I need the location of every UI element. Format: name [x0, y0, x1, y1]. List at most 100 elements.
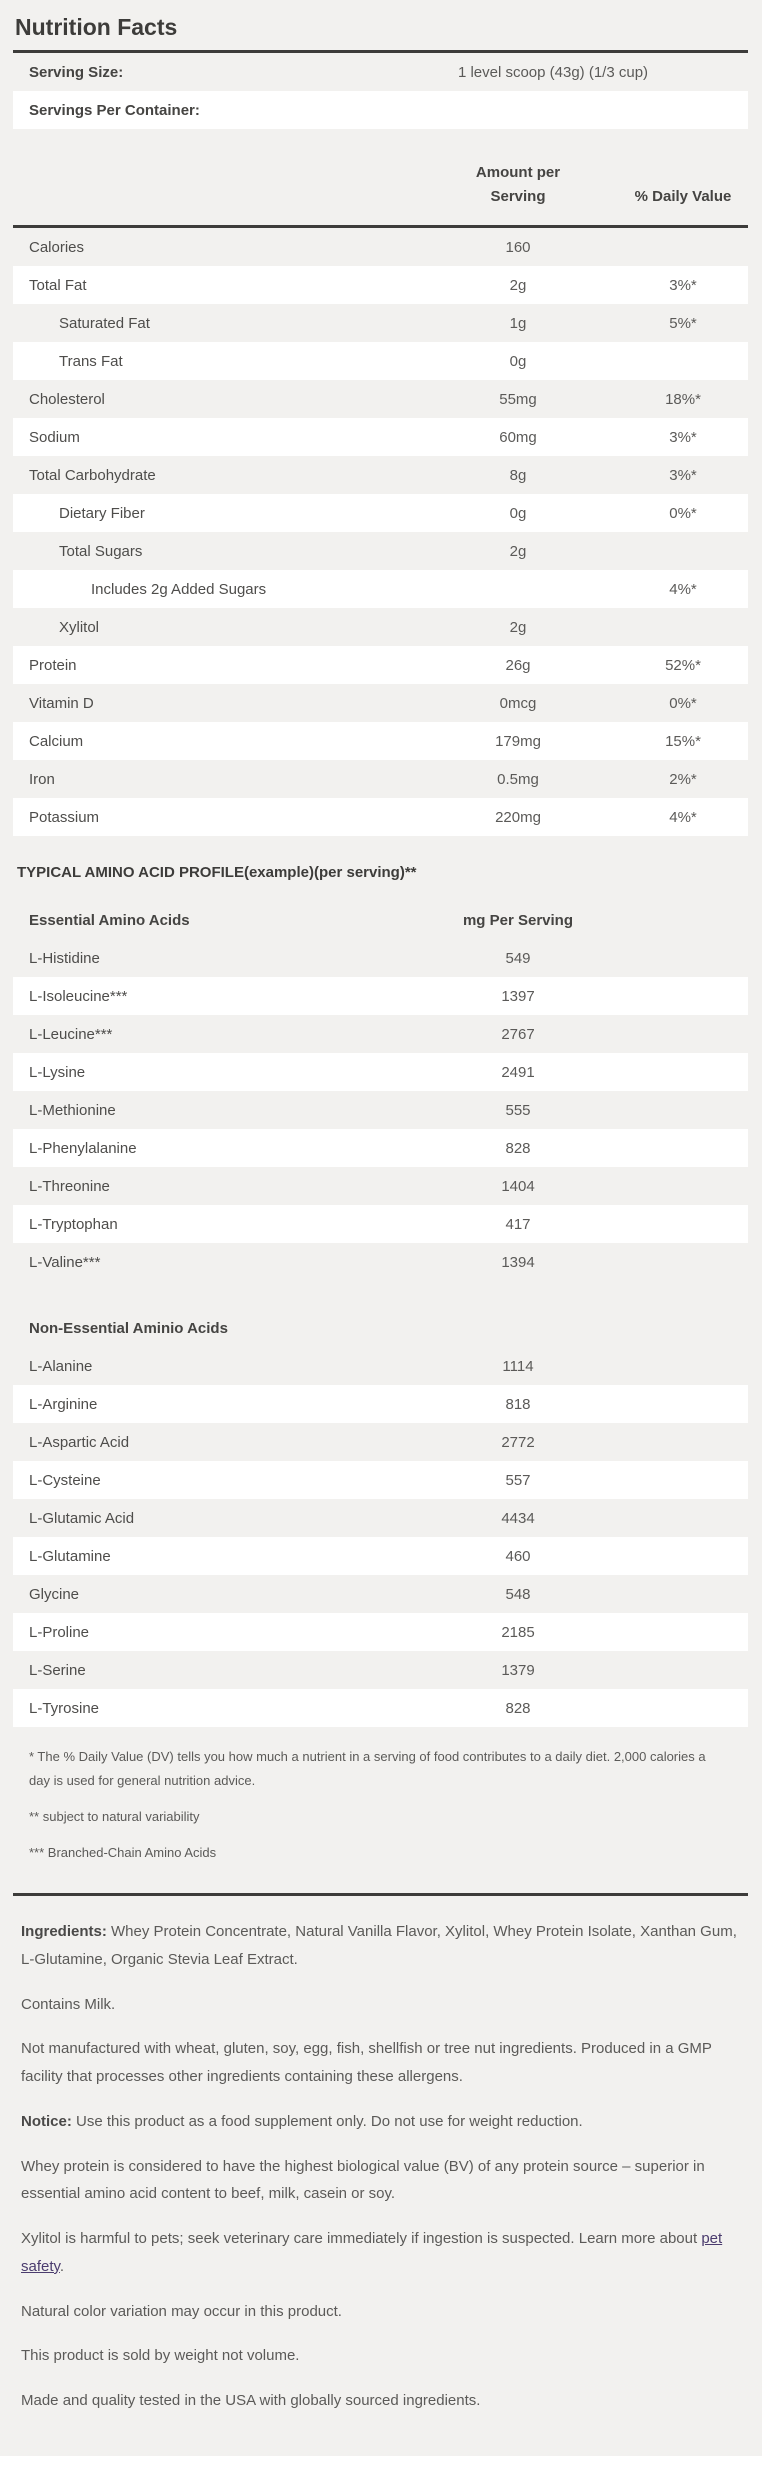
amino-value: 417	[505, 1215, 531, 1233]
nutrient-label: Total Carbohydrate	[29, 466, 156, 484]
nutrient-amount: 0g	[509, 504, 527, 522]
amino-label: L-Histidine	[29, 949, 100, 967]
amino-value: 2767	[501, 1025, 535, 1043]
nutrient-amount: 8g	[509, 466, 527, 484]
daily-value-footnote: * The % Daily Value (DV) tells you how m…	[29, 1749, 706, 1789]
table-row-l-glutamine: L-Glutamine 460	[13, 1537, 748, 1575]
amino-label: L-Glutamic Acid	[29, 1509, 135, 1527]
amino-label: L-Alanine	[29, 1357, 93, 1375]
amino-value: 548	[505, 1585, 531, 1603]
servings-per-container-label: Servings Per Container:	[29, 101, 200, 119]
amino-label: L-Lysine	[29, 1063, 86, 1081]
color-variation-text: Natural color variation may occur in thi…	[21, 2302, 342, 2320]
nutrient-daily-value: 52%*	[665, 656, 701, 674]
amino-label: L-Leucine***	[29, 1025, 113, 1043]
non-essential-header-label: Non-Essential Aminio Acids	[29, 1319, 228, 1337]
table-row-potassium: Potassium 220mg 4%*	[13, 798, 748, 836]
table-row-calcium: Calcium 179mg 15%*	[13, 722, 748, 760]
table-row-l-arginine: L-Arginine 818	[13, 1385, 748, 1423]
table-row-l-lysine: L-Lysine 2491	[13, 1053, 748, 1091]
nutrient-label: Calories	[29, 238, 85, 256]
nutrient-amount: 2g	[509, 542, 527, 560]
facts-column-headers: Amount per Serving % Daily Value	[13, 161, 748, 217]
nutrient-amount: 2g	[509, 276, 527, 294]
amino-value: 2772	[501, 1433, 535, 1451]
amino-label: L-Tryptophan	[29, 1215, 118, 1233]
table-row-saturated-fat: Saturated Fat 1g 5%*	[13, 304, 748, 342]
nutrient-label: Protein	[29, 656, 77, 674]
amino-label: L-Methionine	[29, 1101, 116, 1119]
amino-label: L-Cysteine	[29, 1471, 101, 1489]
nutrient-label: Total Fat	[29, 276, 87, 294]
nutrient-label: Includes 2g Added Sugars	[91, 580, 267, 598]
nutrient-label: Trans Fat	[59, 352, 123, 370]
nutrient-amount: 160	[505, 238, 531, 256]
nutrient-amount: 26g	[505, 656, 531, 674]
table-row-l-leucine: L-Leucine*** 2767	[13, 1015, 748, 1053]
divider-thick-top	[13, 50, 748, 53]
table-row-glycine: Glycine 548	[13, 1575, 748, 1613]
amino-value: 549	[505, 949, 531, 967]
table-row-xylitol: Xylitol 2g	[13, 608, 748, 646]
table-row-total-sugars: Total Sugars 2g	[13, 532, 748, 570]
nutrient-label: Vitamin D	[29, 694, 94, 712]
divider-thick-bottom	[13, 1893, 748, 1897]
ingredients-paragraph: Ingredients: Whey Protein Concentrate, N…	[21, 1918, 743, 1974]
serving-size-label: Serving Size:	[29, 63, 124, 81]
mg-per-serving-header: mg Per Serving	[462, 911, 574, 929]
essential-header-label: Essential Amino Acids	[29, 911, 190, 929]
amino-value: 557	[505, 1471, 531, 1489]
table-row-dietary-fiber: Dietary Fiber 0g 0%*	[13, 494, 748, 532]
ingredients-text: Whey Protein Concentrate, Natural Vanill…	[21, 1923, 737, 1968]
amino-label: L-Proline	[29, 1623, 90, 1641]
supplemental-info-block: Ingredients: Whey Protein Concentrate, N…	[13, 1896, 748, 2446]
daily-value-header: % Daily Value	[634, 188, 732, 205]
amino-label: L-Aspartic Acid	[29, 1433, 130, 1451]
nutrient-amount: 0.5mg	[497, 770, 539, 788]
amino-label: L-Isoleucine***	[29, 987, 128, 1005]
ingredients-label: Ingredients:	[21, 1923, 107, 1941]
nutrient-daily-value: 0%*	[669, 504, 697, 522]
pet-safety-link[interactable]: pet safety	[21, 2230, 723, 2275]
table-row-total-carbohydrate: Total Carbohydrate 8g 3%*	[13, 456, 748, 494]
nutrient-label: Potassium	[29, 808, 100, 826]
allergen-statement: Not manufactured with wheat, gluten, soy…	[21, 2040, 712, 2086]
table-row-trans-fat: Trans Fat 0g	[13, 342, 748, 380]
amino-value: 1404	[501, 1177, 535, 1195]
amino-value: 828	[505, 1699, 531, 1717]
amino-value: 460	[505, 1547, 531, 1565]
nutrient-amount: 179mg	[495, 732, 541, 750]
table-row-calories: Calories 160	[13, 228, 748, 266]
table-row-added-sugars: Includes 2g Added Sugars 4%*	[13, 570, 748, 608]
notice-text: Use this product as a food supplement on…	[71, 2112, 583, 2130]
variability-footnote: ** subject to natural variability	[29, 1809, 200, 1825]
serving-size-value: 1 level scoop (43g) (1/3 cup)	[457, 63, 649, 81]
amino-value: 1379	[501, 1661, 535, 1679]
nutrient-daily-value: 4%*	[669, 808, 697, 826]
table-row-l-cysteine: L-Cysteine 557	[13, 1461, 748, 1499]
notice-paragraph: Notice: Use this product as a food suppl…	[21, 2108, 743, 2136]
table-row-cholesterol: Cholesterol 55mg 18%*	[13, 380, 748, 418]
made-in-usa-text: Made and quality tested in the USA with …	[21, 2392, 481, 2410]
sold-by-weight-text: This product is sold by weight not volum…	[21, 2347, 300, 2365]
xylitol-warning: Xylitol is harmful to pets; seek veterin…	[21, 2230, 723, 2275]
table-row-l-serine: L-Serine 1379	[13, 1651, 748, 1689]
amino-value: 1394	[501, 1253, 535, 1271]
amino-acid-profile-title: TYPICAL AMINO ACID PROFILE(example)(per …	[17, 864, 417, 881]
amino-value: 1397	[501, 987, 535, 1005]
nutrient-label: Sodium	[29, 428, 80, 446]
notice-label: Notice:	[21, 2112, 72, 2130]
table-row-sodium: Sodium 60mg 3%*	[13, 418, 748, 456]
table-row-l-valine: L-Valine*** 1394	[13, 1243, 748, 1281]
table-row-l-aspartic-acid: L-Aspartic Acid 2772	[13, 1423, 748, 1461]
amino-value: 2185	[501, 1623, 535, 1641]
amino-value: 828	[505, 1139, 531, 1157]
nutrient-amount: 1g	[509, 314, 527, 332]
serving-size-row: Serving Size: 1 level scoop (43g) (1/3 c…	[13, 53, 748, 91]
nutrient-amount: 60mg	[499, 428, 537, 446]
nutrient-daily-value: 3%*	[669, 466, 697, 484]
amino-label: L-Serine	[29, 1661, 86, 1679]
table-row-l-tryptophan: L-Tryptophan 417	[13, 1205, 748, 1243]
table-row-l-tyrosine: L-Tyrosine 828	[13, 1689, 748, 1727]
